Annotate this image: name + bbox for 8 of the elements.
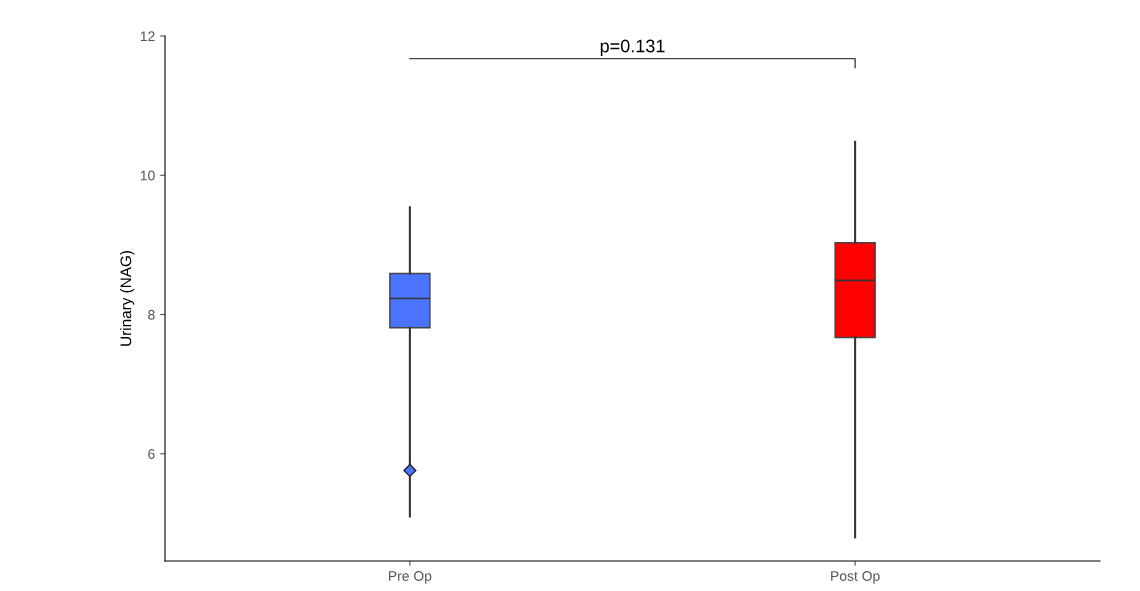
x-tick-label: Pre Op [389, 571, 432, 584]
x-tick-label: Post Op [831, 571, 880, 584]
y-tick-label: 10 [140, 170, 155, 181]
annotation: p=0.131 [600, 39, 665, 56]
y-tick-label: 8 [148, 309, 155, 320]
y-tick-label: 12 [140, 31, 155, 42]
y-tick-label: 6 [148, 449, 155, 459]
y-axis-title: Urinary (NAG) [120, 251, 135, 346]
